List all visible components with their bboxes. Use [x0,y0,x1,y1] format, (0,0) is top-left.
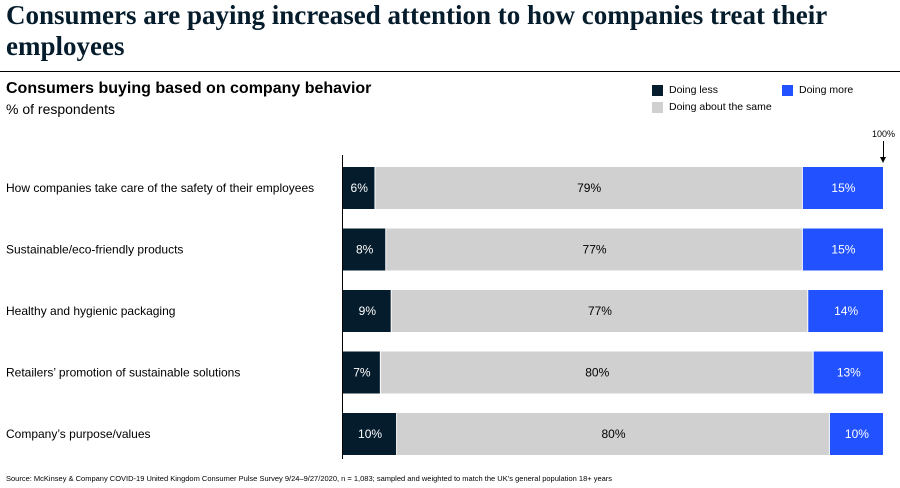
legend-label-doing-more: Doing more [799,84,854,96]
legend-label-doing-less: Doing less [669,84,719,96]
legend-item-doing-about-the-same: Doing about the same [652,101,772,113]
total-arrow-head [880,157,886,163]
headline-divider [0,71,900,72]
bar-segment-doing-about-the-same [380,351,813,394]
bar-segment-doing-about-the-same [397,413,829,455]
bar-value-label-doing-about-the-same: 80% [585,366,609,380]
category-label: Sustainable/eco-friendly products [6,243,183,257]
legend-swatch-doing-less [652,84,663,96]
bar-segment-doing-more [808,290,883,332]
category-axis-line [342,155,343,459]
bar-value-label-doing-less: 10% [358,427,382,441]
bar-value-label-doing-less: 6% [351,181,369,195]
legend-label-doing-about-the-same: Doing about the same [669,101,772,113]
bar-segment-doing-about-the-same [375,167,802,209]
bar-value-label-doing-about-the-same: 77% [588,304,612,318]
category-label: Healthy and hygienic packaging [6,304,175,318]
bar-value-label-doing-more: 13% [837,366,861,380]
page-headline: Consumers are paying increased attention… [6,0,827,61]
bar-value-label-doing-about-the-same: 79% [577,181,601,195]
category-label: How companies take care of the safety of… [6,181,314,195]
chart-unit-label: % of respondents [6,101,115,117]
total-arrow-line [883,141,884,159]
bar-segment-doing-about-the-same [391,290,808,332]
bar-value-label-doing-about-the-same: 80% [601,427,625,441]
bar-value-label-doing-less: 8% [356,243,374,257]
legend-item-doing-less: Doing less [652,84,718,96]
bar-value-label-doing-more: 15% [831,181,855,195]
bar-segment-doing-more [802,228,883,271]
bar-value-label-doing-more: 10% [845,427,869,441]
bar-value-label-doing-more: 14% [834,304,858,318]
chart-title: Consumers buying based on company behavi… [6,80,372,97]
bar-value-label-doing-less: 7% [353,366,371,380]
bar-segment-doing-more [829,413,883,455]
bar-value-label-doing-less: 9% [359,304,377,318]
bar-value-label-doing-about-the-same: 77% [583,243,607,257]
source-note: Source: McKinsey & Company COVID-19 Unit… [6,474,613,483]
legend-swatch-doing-about-the-same [652,101,663,113]
total-100-label: 100% [872,129,896,139]
legend-swatch-doing-more [782,84,793,96]
category-label: Company’s purpose/values [6,427,151,441]
bar-segment-doing-less [343,228,386,271]
bar-segment-doing-more [813,351,883,394]
bar-segment-doing-about-the-same [386,228,802,271]
bar-segment-doing-less [343,290,391,332]
legend-item-doing-more: Doing more [782,84,853,96]
bar-segment-doing-less [343,413,397,455]
bar-value-label-doing-more: 15% [831,243,855,257]
bar-segment-doing-more [802,167,883,209]
bar-segment-doing-less [343,167,375,209]
bar-segment-doing-less [343,351,380,394]
category-label: Retailers’ promotion of sustainable solu… [6,366,240,380]
